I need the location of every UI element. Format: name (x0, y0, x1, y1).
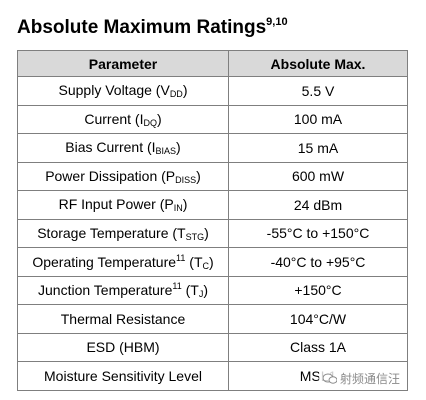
subscript: J (198, 289, 204, 300)
table-cell: Moisture Sensitivity Level (17, 361, 229, 391)
table-row: Storage Temperature (TSTG) -55°C to +150°… (17, 218, 408, 248)
column-header: Parameter (17, 50, 229, 77)
table-cell: Storage Temperature (TSTG) (17, 218, 229, 248)
table-cell: Thermal Resistance (17, 304, 229, 334)
text: RF Input Power (P (58, 196, 174, 213)
text: 100 mA (293, 111, 343, 128)
text: 104°C/W (289, 310, 347, 327)
table-cell: Junction Temperature11 (TJ) (17, 275, 229, 305)
table-cell: ESD (HBM) (17, 332, 229, 362)
text: ) (182, 196, 188, 213)
text: 5.5 V (301, 82, 335, 99)
table-cell: 24 dBm (228, 190, 408, 220)
table-cell: 15 mA (228, 133, 408, 163)
text: ) (182, 82, 188, 99)
table-cell: RF Input Power (PIN) (17, 190, 229, 220)
table-cell: -40°C to +95°C (228, 247, 408, 277)
superscript: 11 (172, 281, 182, 292)
subscript: DISS (175, 174, 197, 185)
text: 15 mA (297, 139, 339, 156)
table-cell: Supply Voltage (VDD) (17, 76, 229, 106)
title: Absolute Maximum Ratings9,10 (17, 16, 288, 39)
text: Power Dissipation (P (45, 167, 176, 184)
subscript: STG (185, 231, 205, 242)
ratings-table: Parameter Absolute Max. Supply Voltage (V… (17, 50, 408, 391)
subscript: C (202, 260, 210, 271)
text: (T (181, 282, 199, 299)
table-row: Thermal Resistance 104°C/W (17, 304, 408, 334)
table-cell: 600 mW (228, 161, 408, 191)
text: ) (196, 167, 201, 184)
text: ) (209, 253, 214, 270)
text: (T (185, 253, 203, 270)
table-row: Junction Temperature11 (TJ) +150°C (17, 275, 408, 305)
text: Thermal Resistance (60, 310, 186, 327)
subscript: DQ (143, 117, 157, 128)
text: ESD (HBM) (86, 339, 160, 356)
table-cell: 100 mA (228, 104, 408, 134)
table-row: Power Dissipation (PDISS) 600 mW (17, 161, 408, 191)
watermark-text: 射频通信汪 (339, 372, 400, 386)
text: 600 mW (291, 168, 345, 185)
subscript: IN (173, 203, 183, 214)
table-row: Bias Current (IBIAS) 15 mA (17, 133, 408, 163)
watermark-icon (322, 373, 338, 384)
text: Storage Temperature (T (37, 224, 186, 241)
column-header: Absolute Max. (228, 50, 408, 77)
text: ) (176, 139, 181, 156)
table-cell: -55°C to +150°C (228, 218, 408, 248)
header-row: Parameter Absolute Max. (17, 50, 408, 77)
table-cell: +150°C (228, 275, 408, 305)
text: +150°C (294, 282, 342, 299)
text: 24 dBm (293, 196, 343, 213)
table-cell: 104°C/W (228, 304, 408, 334)
subscript: BIAS (155, 146, 177, 157)
table-cell: Current (IDQ) (17, 104, 229, 134)
watermark: 射频通信汪 (318, 368, 404, 389)
table-cell: 5.5 V (228, 76, 408, 106)
text: Class 1A (289, 339, 347, 356)
table-cell: Power Dissipation (PDISS) (17, 161, 229, 191)
text: Operating Temperature (32, 253, 177, 270)
text: Supply Voltage (V (58, 82, 170, 99)
text: Moisture Sensitivity Level (44, 367, 202, 384)
table-cell: Bias Current (IBIAS) (17, 133, 229, 163)
table-row: ESD (HBM) Class 1A (17, 332, 408, 362)
table-row: Supply Voltage (VDD) 5.5 V (17, 76, 408, 106)
text: -55°C to +150°C (266, 225, 370, 242)
superscript: 9,10 (266, 16, 288, 28)
superscript: 11 (176, 252, 186, 263)
text: ) (203, 282, 208, 299)
text: -40°C to +95°C (270, 253, 366, 270)
subscript: DD (169, 89, 183, 100)
table-row: Current (IDQ) 100 mA (17, 104, 408, 134)
table-cell: Operating Temperature11 (TC) (17, 247, 229, 277)
text: Junction Temperature (38, 282, 173, 299)
table-row: RF Input Power (PIN) 24 dBm (17, 190, 408, 220)
text: Bias Current (I (65, 139, 156, 156)
text: Current (I (84, 110, 144, 127)
text: ) (204, 224, 209, 241)
table-row: Operating Temperature11 (TC) -40°C to +95… (17, 247, 408, 277)
table-cell: Class 1A (228, 332, 408, 362)
text: Absolute Maximum Ratings (17, 17, 267, 38)
text: ) (156, 110, 162, 127)
